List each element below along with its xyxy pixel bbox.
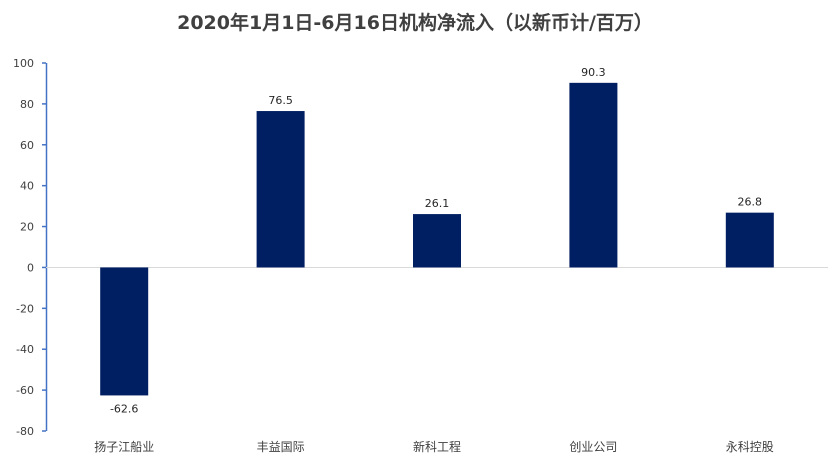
category-label: 扬子江船业 [94, 439, 154, 454]
category-label: 永科控股 [726, 440, 774, 454]
y-tick-label: 0 [27, 261, 34, 274]
data-label: 26.8 [738, 196, 763, 209]
x-axis-labels: 扬子江船业 丰益国际 新科工程 创业公司 永科控股 [94, 439, 774, 454]
bar [725, 212, 774, 268]
y-tick-label: -60 [16, 384, 34, 397]
data-label: 76.5 [268, 94, 293, 107]
category-label: 丰益国际 [257, 440, 305, 454]
y-tick-label: 60 [20, 139, 34, 152]
chart-title: 2020年1月1日-6月16日机构净流入（以新币计/百万） [177, 11, 653, 34]
bar [413, 214, 461, 268]
bar [256, 111, 305, 268]
bar [569, 82, 618, 268]
y-tick-label: -80 [16, 425, 34, 438]
y-tick-label: 100 [13, 57, 34, 70]
y-tick-label: -40 [16, 343, 34, 356]
category-label: 新科工程 [413, 439, 461, 454]
bars: -62.6 76.5 26.1 90.3 26.8 [100, 66, 774, 415]
category-label: 创业公司 [569, 440, 617, 454]
y-tick-label: 40 [20, 180, 34, 193]
y-tick-label: -20 [16, 302, 34, 315]
y-tick-label: 20 [20, 221, 34, 234]
data-label: 26.1 [425, 197, 450, 210]
y-tick-label: 80 [20, 98, 34, 111]
data-label: 90.3 [581, 66, 606, 79]
bar [100, 267, 149, 396]
data-label: -62.6 [110, 402, 138, 415]
